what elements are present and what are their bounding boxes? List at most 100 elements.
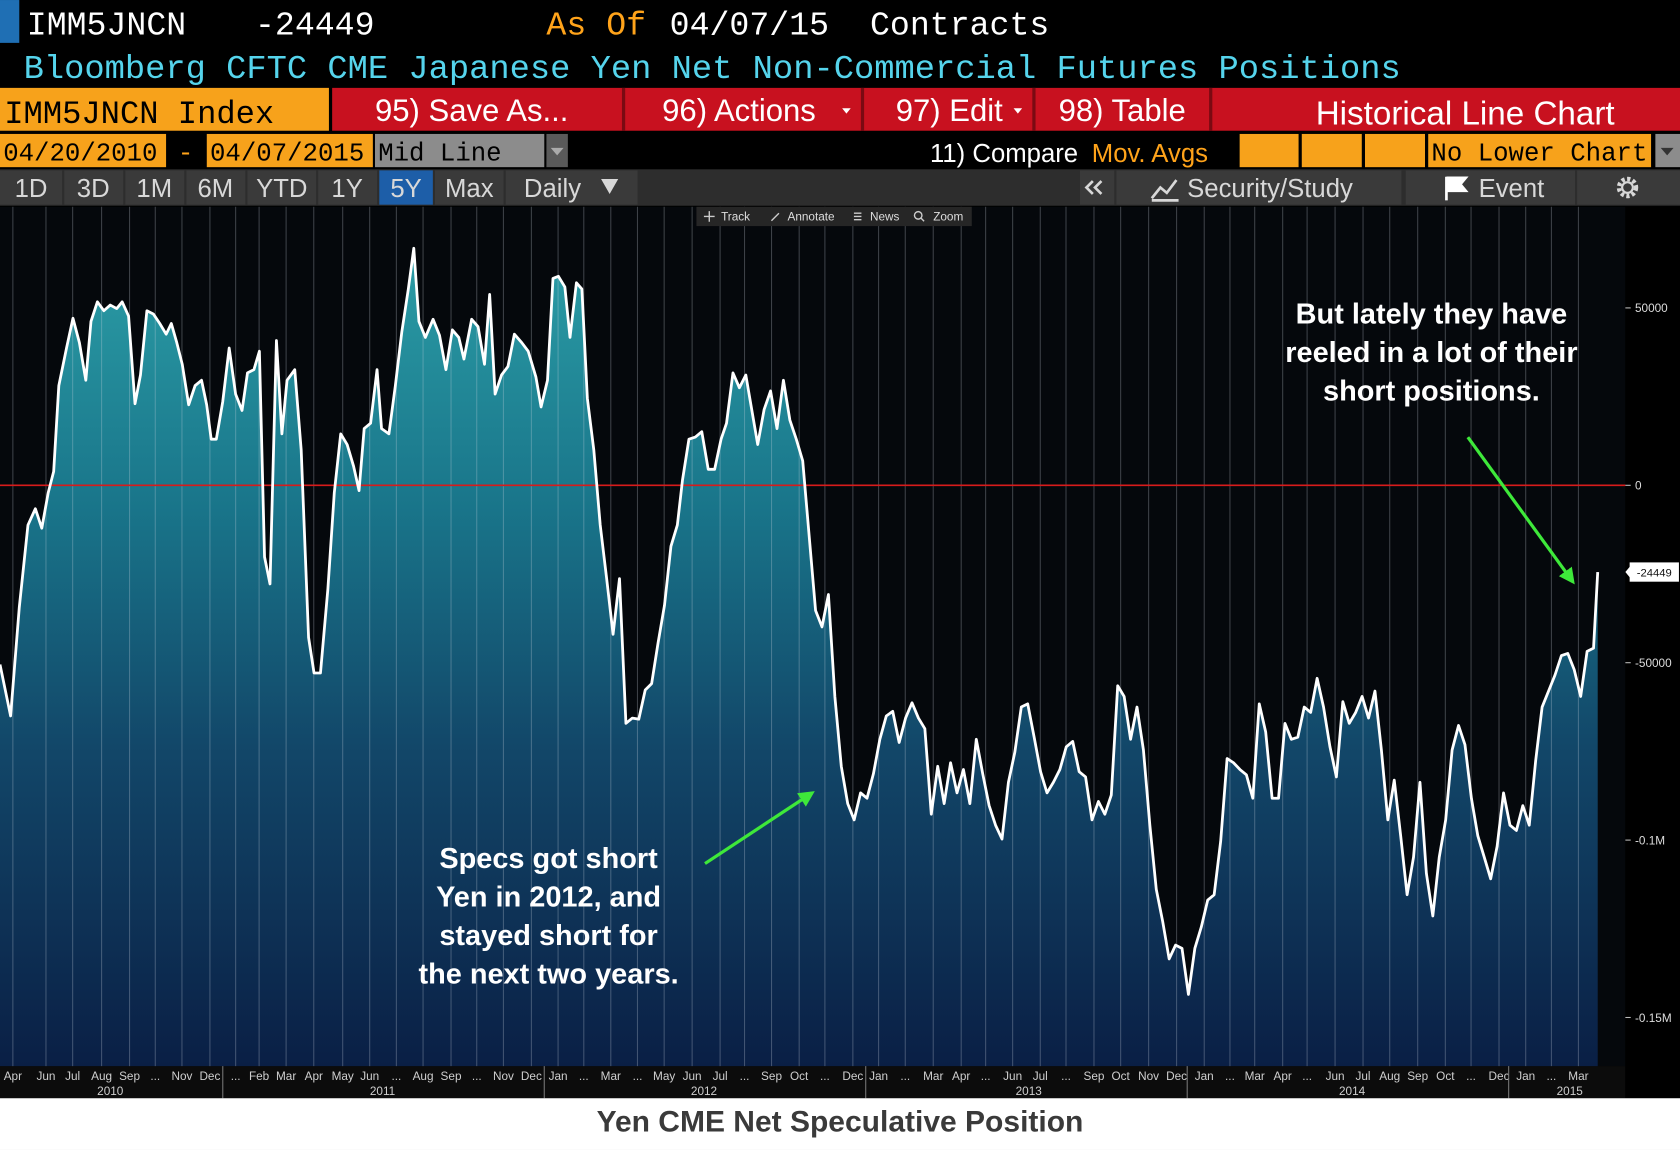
end-date-field[interactable] [206,133,373,168]
x-tick-label: ... [231,1070,241,1083]
menu-button[interactable]: 96) Actions [662,93,816,128]
x-tick-label: Dec [1166,1070,1187,1083]
x-tick-label: Nov [171,1070,192,1083]
overlay[interactable]: Mov. Avgs [1092,140,1208,168]
x-tick-label: Jul [1033,1070,1048,1083]
year-label: 2010 [97,1085,124,1098]
settings-icon[interactable] [1616,176,1639,199]
study-icon [1150,179,1179,202]
range-separator: - [178,140,193,169]
x-tick-label: Nov [493,1070,514,1083]
x-tick-label: Jun [683,1070,702,1083]
x-tick-label: Sep [1083,1070,1104,1083]
range-tab[interactable]: 3D [77,175,110,203]
y-tick-label: 50000 [1635,302,1668,315]
menu-button[interactable]: 95) Save As... [375,93,568,128]
x-tick-label: Jul [65,1070,80,1083]
x-tick-label: Jan [1195,1070,1214,1083]
dropdown-icon [1660,147,1674,156]
annotation: Specs got short [439,843,658,875]
range-tab[interactable]: 6M [197,175,233,203]
chart-tool[interactable]: Track [721,211,750,224]
overlay-field[interactable] [1365,133,1425,168]
range-tab[interactable]: 1D [15,175,48,203]
x-tick-label: Jan [869,1070,888,1083]
plot: -24449 50000 0 -50000 -0.1M -0.15M Apr Jun Jul Au… [0,206,1679,1099]
menu-button[interactable]: 98) Table [1059,93,1186,128]
y-tick-label: -0.1M [1635,834,1665,847]
chart-tools [696,206,972,227]
range-tab[interactable]: 1Y [331,175,362,203]
x-tick-label: Mar [276,1070,296,1083]
x-tick-label: ... [1547,1070,1557,1083]
dropdown-icon [842,108,851,114]
area-fill [0,248,1598,1067]
tabs [0,170,1680,205]
last-price: -24449 [255,6,375,44]
lower-chart: No Lower Chart [1431,140,1647,169]
units: Contracts [870,6,1049,44]
view-title: Historical Line Chart [1316,95,1615,132]
mode-field[interactable] [375,133,545,168]
x-tick-label: Sep [441,1070,462,1083]
tool-icons [703,210,925,222]
x-tick-label: ... [981,1070,991,1083]
annotation: reeled in a lot of their [1285,337,1577,369]
annotation: Yen in 2012, and [436,881,661,913]
x-tick-label: ... [150,1070,160,1083]
lower-chart-field[interactable] [1428,133,1652,168]
y-axis-band [1625,206,1680,1099]
x-tick-label: Sep [761,1070,782,1083]
x-tick-label: Oct [1436,1070,1455,1083]
year-label: 2011 [370,1085,395,1098]
range-tab[interactable]: YTD [256,175,307,203]
x-tick-label: Aug [91,1070,112,1083]
x-tick-label: ... [1302,1070,1312,1083]
x-tick-label: ... [633,1070,643,1083]
y-tick-label: -50000 [1635,657,1672,670]
start-date-field[interactable] [0,133,167,168]
x-tick-label: Dec [521,1070,542,1083]
range-tab[interactable]: Max [445,175,494,203]
ticker: IMM5JNCN [27,6,186,44]
annotation: short positions. [1323,376,1540,408]
x-tick-label: Dec [199,1070,220,1083]
overlay-field[interactable] [1301,133,1362,168]
x-tick-label: Jun [36,1070,55,1083]
event-button[interactable]: Event [1479,175,1545,203]
x-tick-label: Jan [549,1070,568,1083]
range-tab[interactable]: 1M [136,175,172,203]
menu-separators [621,87,1213,131]
security: IMM5JNCN Index [4,96,274,133]
x-tick-label: Jul [713,1070,728,1083]
x-tick-label: May [653,1070,675,1083]
year-label: 2012 [691,1085,717,1098]
annotation-arrow [1466,436,1575,585]
collapse-icon[interactable] [1084,180,1103,195]
chart-tool[interactable]: News [870,211,900,224]
x-tick-label: Jun [1326,1070,1345,1083]
chart-tool[interactable]: Annotate [788,211,836,224]
description: Bloomberg CFTC CME Japanese Yen Net Non-… [24,51,1401,89]
frequency[interactable]: Daily [524,175,581,203]
compare[interactable]: 11) Compare [930,140,1078,168]
x-tick-label: Sep [1407,1070,1428,1083]
marker-block [0,0,20,43]
annotation: the next two years. [418,959,678,991]
menu-button[interactable]: 97) Edit [896,93,1003,128]
x-tick-label: Apr [952,1070,970,1083]
x-tick-label: Nov [1138,1070,1159,1083]
chart-tool[interactable]: Zoom [933,211,963,224]
x-tick-label: Apr [1274,1070,1292,1083]
range-tab-active[interactable]: 5Y [390,175,421,203]
x-tick-label: Mar [1568,1070,1588,1083]
study-button[interactable]: Security/Study [1187,175,1353,203]
menu-bar [332,87,1680,131]
x-tick-label: ... [579,1070,589,1083]
annotation-arrow [704,791,815,865]
security-field[interactable] [0,87,329,131]
overlay-field[interactable] [1239,133,1299,168]
x-tick-label: ... [472,1070,482,1083]
end-date: 04/07/2015 [210,140,364,169]
